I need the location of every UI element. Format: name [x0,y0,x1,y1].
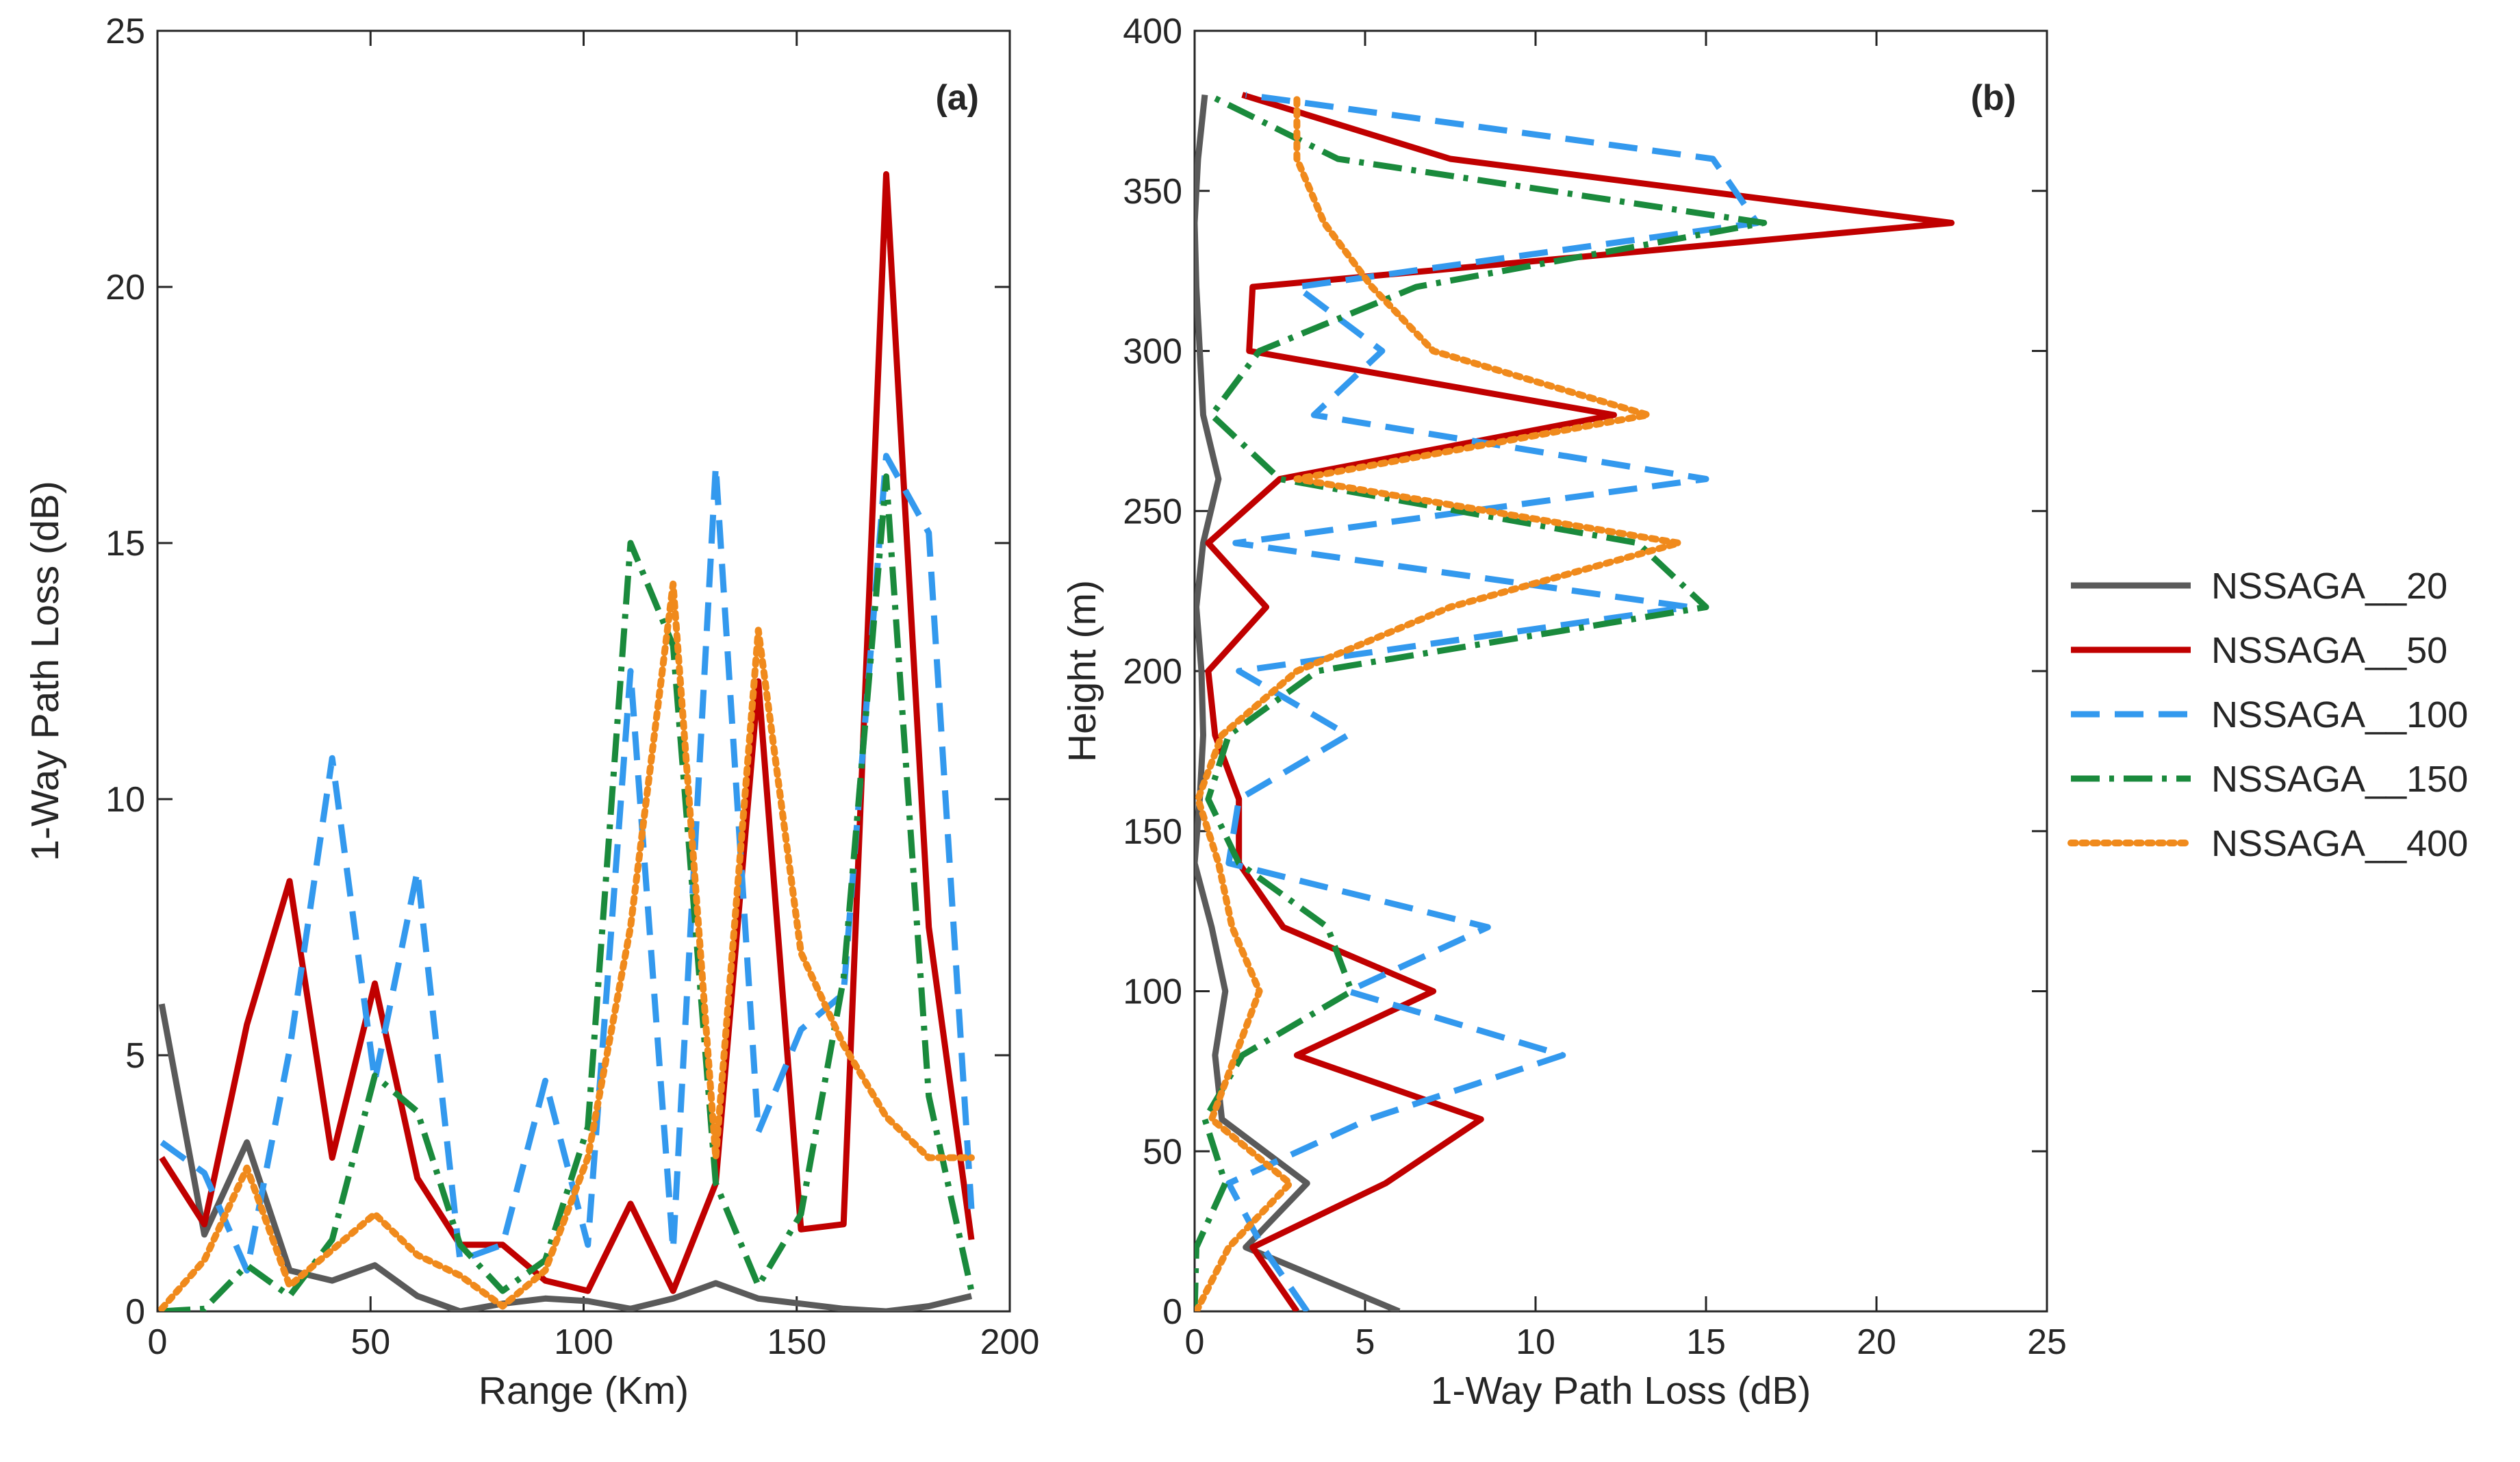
panel-b-label: (b) [1971,78,2016,118]
panel-a-series-nssaga-20 [158,1003,973,1311]
panel-a-ytick-label: 25 [105,12,145,51]
panel-a-xtick-label: 0 [148,1322,168,1362]
panel-a-xlabel: Range (Km) [479,1369,689,1413]
legend: NSSAGA__20 NSSAGA__50 NSSAGA__100 NSSAGA__1… [2061,538,2506,887]
panel-b-ytick-label: 250 [1123,492,1182,531]
panel-a-xtick-label: 150 [767,1322,826,1362]
panel-b: 0 5 10 15 20 250501001502002503003504001-Way … [1060,12,2067,1413]
panel-b-xtick-label: 25 [2027,1322,2067,1362]
panel-b-ylabel: Height (m) [1060,580,1104,762]
panel-b-xtick-label: 15 [1686,1322,1726,1362]
panel-b-ytick-label: 300 [1123,332,1182,372]
panel-a-ytick-label: 5 [125,1036,145,1076]
panel-a-series-nssaga-100 [160,453,975,1274]
panel-a-label: (a) [935,78,979,118]
panel-b-series-nssaga-100 [1225,92,1761,1311]
panel-a: 0 50 100 150 200 0 5 10 15 20 25 Range (Km) 1-Way Pa… [23,12,1039,1413]
panel-a-ytick-label: 20 [105,268,145,307]
panel-a-ytick-label: 0 [125,1292,145,1332]
panel-a-series-nssaga-50 [159,171,975,1294]
panel-b-xtick-label: 10 [1516,1322,1555,1362]
panel-a-ylabel: 1-Way Path Loss (dB) [23,481,67,861]
panel-b-xtick-label: 20 [1857,1322,1896,1362]
panel-b-series-nssaga-20 [1195,94,1401,1311]
panel-a-ytick-label: 10 [105,780,145,820]
panel-b-series-nssaga-50 [1205,92,1955,1311]
panel-b-xlabel: 1-Way Path Loss (dB) [1431,1369,1811,1413]
panel-b-ytick-label: 200 [1123,652,1182,692]
legend-label-nssaga-100: NSSAGA__100 [2211,694,2468,735]
panel-b-ytick-label: 0 [1162,1292,1182,1332]
legend-label-nssaga-50: NSSAGA__50 [2211,630,2447,671]
legend-label-nssaga-20: NSSAGA__20 [2211,566,2447,607]
panel-a-series-nssaga-400 [158,580,975,1311]
panel-b-xtick-label: 5 [1356,1322,1375,1362]
panel-a-series-nssaga-150 [161,473,975,1311]
panel-b-ytick-label: 150 [1123,812,1182,852]
panel-b-ytick-label: 350 [1123,172,1182,212]
panel-a-xtick-label: 100 [554,1322,613,1362]
panel-b-ytick-label: 50 [1143,1132,1182,1172]
legend-label-nssaga-150: NSSAGA__150 [2211,759,2468,800]
panel-b-ytick-label: 100 [1123,972,1182,1012]
panel-b-xtick-label: 0 [1185,1322,1205,1362]
panel-b-series-group [1195,91,1955,1311]
panel-a-series-group [158,171,975,1311]
panel-b-series-nssaga-400 [1195,91,1683,1311]
panel-a-xtick-label: 200 [980,1322,1040,1362]
panel-a-xtick-label: 50 [351,1322,390,1362]
panel-b-ytick-label: 400 [1123,12,1182,51]
panel-b-series-nssaga-150 [1195,92,1768,1311]
legend-label-nssaga-400: NSSAGA__400 [2211,823,2468,864]
panel-a-ytick-label: 15 [105,524,145,564]
